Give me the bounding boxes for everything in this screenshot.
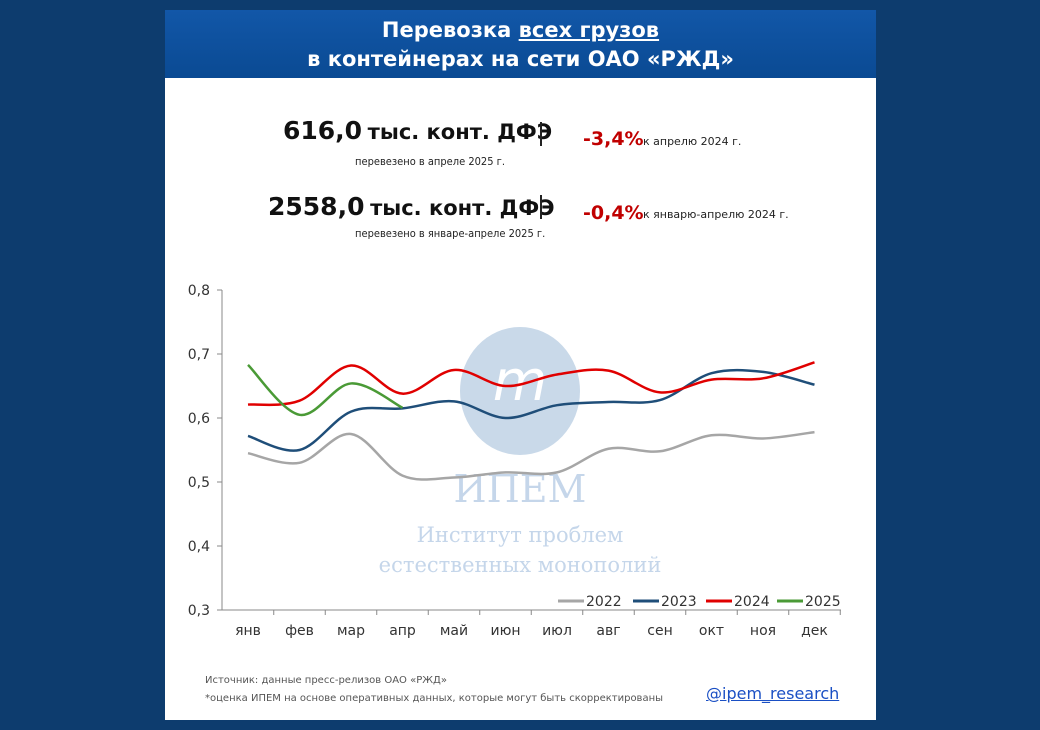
stat-caption: перевезено в январе-апреле 2025 г. [355, 227, 546, 240]
x-tick-label: дек [801, 623, 828, 639]
divider [540, 122, 542, 146]
title-banner: Перевозка всех грузов в контейнерах на с… [165, 10, 876, 78]
stat-jan-apr: 2558,0 тыс. конт. ДФЭ [268, 192, 555, 221]
watermark-line1: Институт проблем [417, 523, 624, 547]
stat-unit: тыс. конт. ДФЭ [367, 120, 553, 144]
x-tick-label: июл [542, 623, 572, 639]
y-tick-label: 0,5 [188, 475, 210, 491]
divider [540, 195, 542, 219]
watermark: m ИПЕМ Институт проблем естественных мон… [379, 327, 662, 577]
x-tick-label: апр [389, 623, 416, 639]
legend-label: 2023 [661, 594, 697, 610]
title-line2: в контейнерах на сети ОАО «РЖД» [307, 47, 734, 71]
legend-label: 2024 [734, 594, 770, 610]
y-tick-label: 0,6 [188, 411, 210, 427]
legend-label: 2022 [586, 594, 622, 610]
legend-label: 2025 [805, 594, 841, 610]
watermark-logo-glyph: m [493, 349, 548, 414]
y-tick-label: 0,8 [188, 283, 210, 299]
estimate-note: *оценка ИПЕМ на основе оперативных данны… [205, 693, 664, 704]
series-line-2024 [247, 361, 815, 407]
source-note: Источник: данные пресс-релизов ОАО «РЖД» [205, 675, 447, 686]
x-tick-label: мар [337, 623, 365, 639]
x-tick-label: авг [596, 623, 620, 639]
stat-caption: перевезено в апреле 2025 г. [355, 155, 505, 168]
series-line-2023 [247, 368, 815, 452]
x-tick-label: июн [490, 623, 520, 639]
stat-compare: к январю-апрелю 2024 г. [643, 208, 789, 221]
x-tick-label: сен [647, 623, 672, 639]
stat-value: 2558,0 [268, 192, 365, 221]
stat-april: 616,0 тыс. конт. ДФЭ [283, 116, 552, 145]
series-line-2022 [247, 430, 815, 481]
series-line-2025 [247, 363, 404, 417]
ipem-link[interactable]: @ipem_research [706, 684, 840, 703]
y-tick-label: 0,7 [188, 347, 210, 363]
x-tick-label: май [440, 623, 468, 639]
x-tick-label: янв [235, 623, 261, 639]
stat-change: -0,4% [583, 202, 644, 224]
infographic-card: Перевозка всех грузов в контейнерах на с… [165, 10, 876, 720]
title-underlined: всех грузов [518, 18, 660, 42]
stat-change: -3,4% [583, 128, 644, 150]
x-tick-label: фев [285, 623, 314, 639]
stat-value: 616,0 [283, 116, 363, 145]
y-tick-label: 0,4 [188, 539, 210, 555]
watermark-line2: естественных монополий [379, 553, 662, 577]
stat-unit: тыс. конт. ДФЭ [370, 196, 555, 220]
title-part: Перевозка [381, 18, 519, 42]
stat-compare: к апрелю 2024 г. [643, 135, 742, 148]
x-tick-label: окт [699, 623, 724, 639]
y-tick-label: 0,3 [188, 603, 210, 619]
x-tick-label: ноя [750, 623, 776, 639]
watermark-logo-icon [460, 327, 580, 455]
